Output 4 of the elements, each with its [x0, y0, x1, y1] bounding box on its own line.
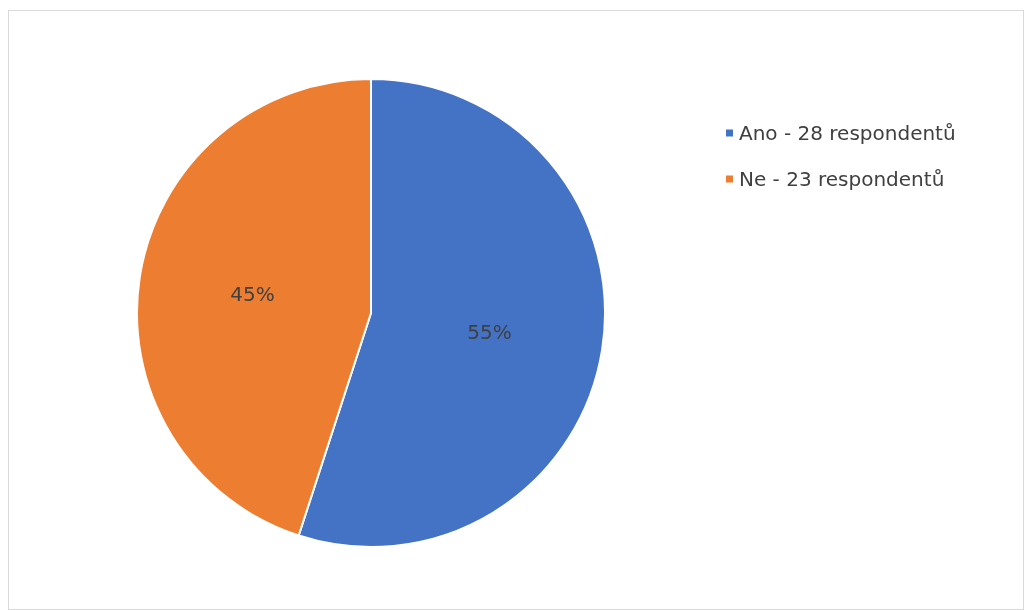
data-label: 55% [467, 319, 512, 344]
legend-label: Ne - 23 respondentů [739, 167, 945, 191]
data-label: 45% [230, 282, 275, 307]
legend-label: Ano - 28 respondentů [739, 121, 956, 145]
